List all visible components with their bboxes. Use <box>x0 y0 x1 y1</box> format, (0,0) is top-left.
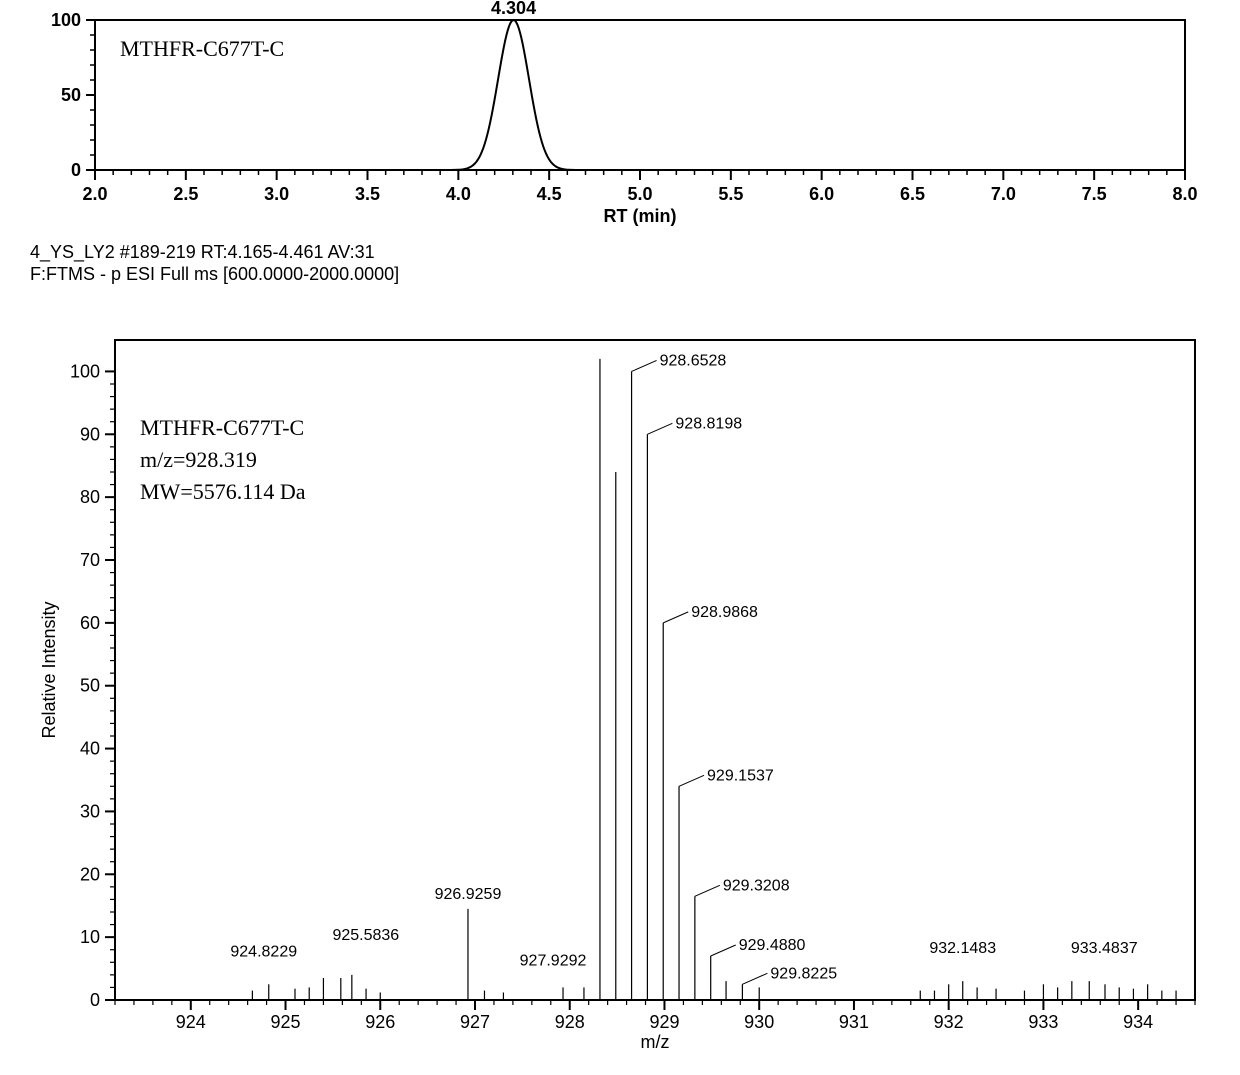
svg-text:925: 925 <box>271 1012 301 1032</box>
svg-text:100: 100 <box>70 361 100 381</box>
svg-text:932: 932 <box>934 1012 964 1032</box>
svg-text:30: 30 <box>80 801 100 821</box>
svg-text:RT (min): RT (min) <box>604 206 677 226</box>
svg-text:4.304: 4.304 <box>491 0 536 18</box>
svg-text:100: 100 <box>51 10 81 30</box>
svg-text:5.5: 5.5 <box>718 184 743 204</box>
svg-text:F:FTMS - p ESI Full ms [600.00: F:FTMS - p ESI Full ms [600.0000-2000.00… <box>30 264 399 284</box>
svg-text:926.9259: 926.9259 <box>435 886 502 903</box>
svg-text:60: 60 <box>80 613 100 633</box>
svg-text:MW=5576.114 Da: MW=5576.114 Da <box>140 479 306 504</box>
figure-svg: 0501002.02.53.03.54.04.55.05.56.06.57.07… <box>0 0 1240 1075</box>
svg-text:20: 20 <box>80 864 100 884</box>
svg-text:0: 0 <box>71 160 81 180</box>
svg-text:Relative Intensity: Relative Intensity <box>39 601 59 738</box>
svg-text:929: 929 <box>649 1012 679 1032</box>
svg-text:927: 927 <box>460 1012 490 1032</box>
svg-text:929.3208: 929.3208 <box>723 877 790 894</box>
svg-text:8.0: 8.0 <box>1172 184 1197 204</box>
svg-text:928.9868: 928.9868 <box>691 604 758 621</box>
svg-text:40: 40 <box>80 739 100 759</box>
svg-text:50: 50 <box>61 85 81 105</box>
svg-text:5.0: 5.0 <box>627 184 652 204</box>
svg-text:4.5: 4.5 <box>537 184 562 204</box>
svg-text:MTHFR-C677T-C: MTHFR-C677T-C <box>120 36 284 61</box>
svg-text:924: 924 <box>176 1012 206 1032</box>
figure-container: 0501002.02.53.03.54.04.55.05.56.06.57.07… <box>0 0 1240 1075</box>
svg-text:m/z: m/z <box>641 1032 670 1052</box>
svg-text:0: 0 <box>90 990 100 1010</box>
svg-text:80: 80 <box>80 487 100 507</box>
svg-text:925.5836: 925.5836 <box>332 927 399 944</box>
svg-text:931: 931 <box>839 1012 869 1032</box>
svg-text:MTHFR-C677T-C: MTHFR-C677T-C <box>140 415 304 440</box>
svg-text:2.0: 2.0 <box>82 184 107 204</box>
svg-text:10: 10 <box>80 927 100 947</box>
svg-text:m/z=928.319: m/z=928.319 <box>140 447 257 472</box>
svg-text:929.1537: 929.1537 <box>707 767 774 784</box>
svg-text:926: 926 <box>365 1012 395 1032</box>
svg-text:928.6528: 928.6528 <box>660 352 727 369</box>
svg-text:932.1483: 932.1483 <box>929 940 996 957</box>
svg-text:933: 933 <box>1028 1012 1058 1032</box>
svg-text:90: 90 <box>80 424 100 444</box>
svg-text:4.0: 4.0 <box>446 184 471 204</box>
svg-text:7.5: 7.5 <box>1082 184 1107 204</box>
svg-text:928: 928 <box>555 1012 585 1032</box>
svg-text:928.8198: 928.8198 <box>675 415 742 432</box>
svg-text:933.4837: 933.4837 <box>1071 940 1138 957</box>
svg-text:4_YS_LY2 #189-219 RT:4.165-4.4: 4_YS_LY2 #189-219 RT:4.165-4.461 AV:31 <box>30 242 375 263</box>
svg-text:930: 930 <box>744 1012 774 1032</box>
svg-text:3.0: 3.0 <box>264 184 289 204</box>
svg-text:929.8225: 929.8225 <box>770 965 837 982</box>
svg-text:927.9292: 927.9292 <box>520 952 587 969</box>
svg-text:70: 70 <box>80 550 100 570</box>
svg-text:2.5: 2.5 <box>173 184 198 204</box>
svg-text:6.0: 6.0 <box>809 184 834 204</box>
svg-text:3.5: 3.5 <box>355 184 380 204</box>
svg-text:934: 934 <box>1123 1012 1153 1032</box>
svg-text:6.5: 6.5 <box>900 184 925 204</box>
svg-text:929.4880: 929.4880 <box>739 937 806 954</box>
svg-text:924.8229: 924.8229 <box>230 943 297 960</box>
svg-text:7.0: 7.0 <box>991 184 1016 204</box>
svg-text:50: 50 <box>80 676 100 696</box>
